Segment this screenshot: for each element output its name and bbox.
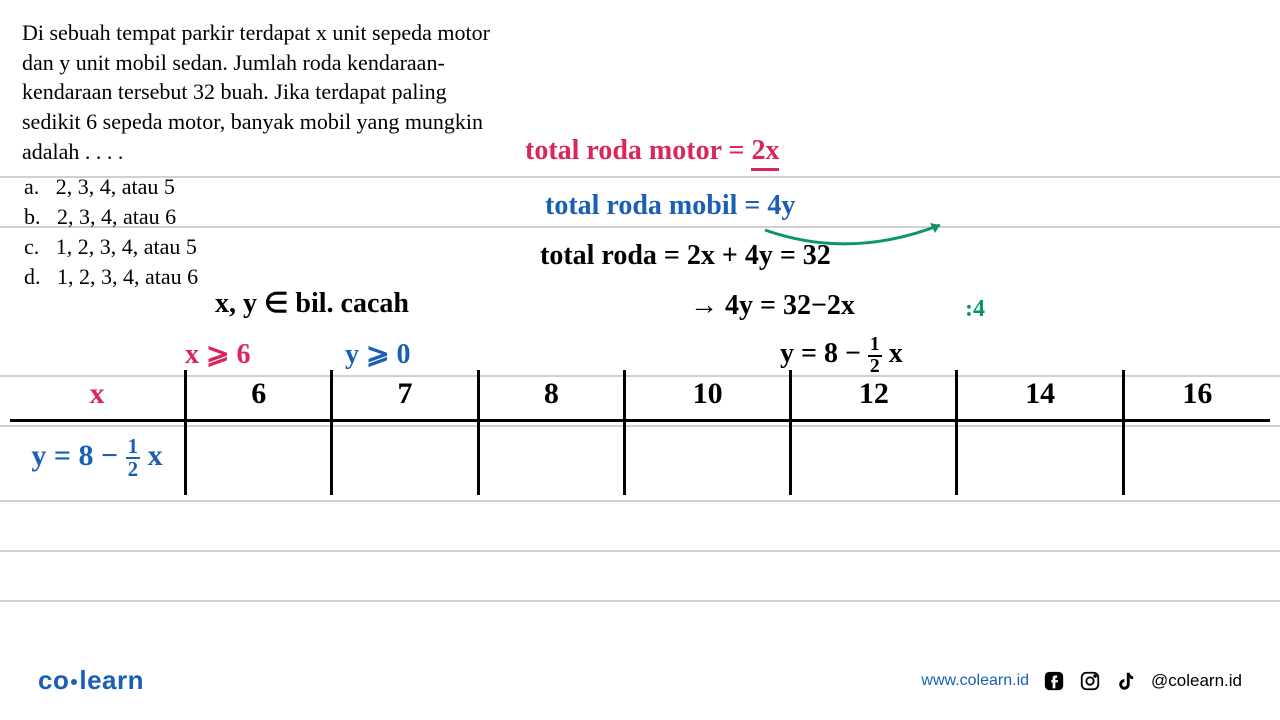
facebook-icon xyxy=(1043,670,1065,692)
ruled-line xyxy=(0,550,1280,552)
option-a: a. 2, 3, 4, atau 5 xyxy=(24,172,492,202)
footer-url: www.colearn.id xyxy=(921,672,1029,690)
cell-y xyxy=(791,420,957,495)
cell-x: 6 xyxy=(186,370,332,420)
hand-y-cond: y ⩾ 0 xyxy=(345,337,410,371)
answer-options: a. 2, 3, 4, atau 5 b. 2, 3, 4, atau 6 c.… xyxy=(22,172,492,291)
curve-arrow-icon xyxy=(760,215,960,265)
cell-x: 7 xyxy=(332,370,478,420)
row-header-x: x xyxy=(10,370,186,420)
value-table: x 6 7 8 10 12 14 16 y = 8 − 12 x xyxy=(10,370,1270,495)
cell-x: 12 xyxy=(791,370,957,420)
footer-handle: @colearn.id xyxy=(1151,671,1242,691)
instagram-icon xyxy=(1079,670,1101,692)
table-row: x 6 7 8 10 12 14 16 xyxy=(10,370,1270,420)
question-block: Di sebuah tempat parkir terdapat x unit … xyxy=(22,18,492,291)
cell-y xyxy=(478,420,624,495)
hand-domain: x, y ∈ bil. cacah xyxy=(215,286,409,320)
option-b: b. 2, 3, 4, atau 6 xyxy=(24,202,492,232)
option-c: c. 1, 2, 3, 4, atau 5 xyxy=(24,232,492,262)
question-text: Di sebuah tempat parkir terdapat x unit … xyxy=(22,18,492,166)
cell-y xyxy=(332,420,478,495)
cell-x: 14 xyxy=(957,370,1123,420)
hand-total-motor: total roda motor = 2x xyxy=(525,135,779,167)
cell-x: 10 xyxy=(625,370,791,420)
hand-step-4y: → 4y = 32−2x xyxy=(690,290,855,322)
row-header-y: y = 8 − 12 x xyxy=(10,420,186,495)
hand-total-mobil: total roda mobil = 4y xyxy=(545,190,795,222)
table-row: y = 8 − 12 x xyxy=(10,420,1270,495)
cell-y xyxy=(186,420,332,495)
cell-x: 8 xyxy=(478,370,624,420)
footer: colearn www.colearn.id @colearn.id xyxy=(0,665,1280,696)
dot-icon xyxy=(71,679,77,685)
cell-y xyxy=(957,420,1123,495)
brand-logo: colearn xyxy=(38,665,144,696)
cell-y xyxy=(625,420,791,495)
tiktok-icon xyxy=(1115,670,1137,692)
cell-x: 16 xyxy=(1123,370,1270,420)
ruled-line xyxy=(0,500,1280,502)
hand-x-cond: x ⩾ 6 xyxy=(185,337,250,371)
ruled-line xyxy=(0,600,1280,602)
cell-y xyxy=(1123,420,1270,495)
hand-divide-note: :4 xyxy=(965,296,985,323)
